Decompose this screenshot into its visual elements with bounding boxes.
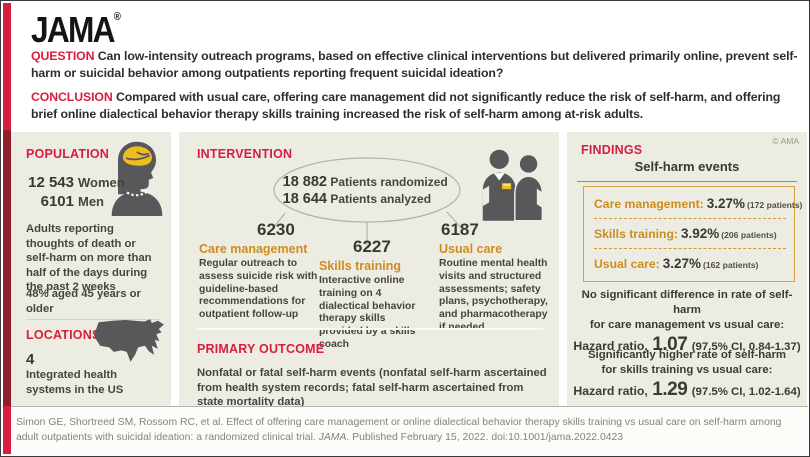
population-description: Adults reporting thoughts of death or se… bbox=[26, 223, 152, 293]
jama-logo: JAMA® bbox=[31, 9, 121, 50]
question-label: QUESTION bbox=[31, 49, 95, 63]
locations-heading: LOCATIONS bbox=[26, 328, 101, 342]
ama-copyright: © AMA bbox=[772, 136, 799, 146]
randomized-row: 18 882 Patients randomized bbox=[275, 174, 465, 191]
randomization-diagram: 18 882 Patients randomized 18 644 Patien… bbox=[179, 148, 559, 268]
two-people-icon bbox=[482, 149, 544, 221]
population-age-note: 48% aged 45 years or older bbox=[26, 288, 141, 315]
intervention-heading: INTERVENTION bbox=[197, 147, 293, 161]
hazard-ratio-ci: (97.5% CI, 0.84-1.37) bbox=[691, 341, 801, 353]
arm-label: Care management bbox=[199, 242, 308, 256]
hazard-ratio-line: Hazard ratio, 1.07 (97.5% CI, 0.84-1.37) bbox=[569, 334, 805, 356]
left-panel-divider bbox=[26, 319, 159, 320]
conclusion-paragraph: CONCLUSION Compared with usual care, off… bbox=[31, 89, 809, 122]
hazard-ratio-label: Hazard ratio, bbox=[573, 339, 648, 353]
locations-count: 4 bbox=[26, 351, 35, 368]
locations-description: Integrated health systems in the US bbox=[26, 369, 124, 396]
men-label: Men bbox=[78, 194, 104, 209]
left-accent-bar-top bbox=[3, 3, 11, 130]
randomized-label: Patients randomized bbox=[330, 175, 448, 189]
analyzed-count: 18 644 bbox=[282, 191, 327, 207]
arm-count: 6227 bbox=[353, 237, 391, 256]
finding-value: 3.92% bbox=[680, 226, 720, 241]
citation-footer: Simon GE, Shortreed SM, Rossom RC, et al… bbox=[2, 406, 808, 455]
finding-row-care-management: Care management: 3.27% (172 patients) bbox=[594, 189, 802, 218]
men-count-row: 6101 Men bbox=[26, 192, 125, 211]
left-accent-bar-middle bbox=[3, 130, 11, 406]
population-heading: POPULATION bbox=[26, 147, 110, 161]
head-with-brain-icon bbox=[111, 141, 163, 216]
journal-name: JAMA bbox=[318, 431, 347, 443]
randomized-count: 18 882 bbox=[282, 174, 327, 190]
hazard-ratio-ci: (97.5% CI, 1.02-1.64) bbox=[691, 386, 801, 398]
result-text-line1: No significant difference in rate of sel… bbox=[581, 289, 793, 316]
middle-panel-divider bbox=[197, 328, 543, 330]
result-text-line2: for skills training vs usual care: bbox=[601, 364, 773, 376]
population-panel: POPULATION 12 543 Women 6101 Men Adults re… bbox=[11, 132, 171, 406]
finding-n: (162 patients) bbox=[703, 260, 759, 270]
arm-label: Usual care bbox=[439, 242, 503, 256]
intervention-panel: INTERVENTION 18 882 Patients randomized … bbox=[179, 132, 559, 408]
population-counts: 12 543 Women 6101 Men bbox=[26, 173, 125, 211]
finding-label: Care management: bbox=[594, 197, 704, 211]
hazard-ratio-value: 1.29 bbox=[652, 379, 688, 400]
arm-label: Skills training bbox=[319, 259, 401, 273]
finding-value: 3.27% bbox=[706, 196, 746, 211]
registered-mark: ® bbox=[113, 11, 121, 23]
left-accent-bar-bottom bbox=[3, 406, 11, 454]
randomization-counts: 18 882 Patients randomized 18 644 Patien… bbox=[275, 174, 465, 208]
question-text: Can low-intensity outreach programs, bas… bbox=[31, 49, 798, 80]
finding-label: Skills training: bbox=[594, 227, 678, 241]
analyzed-label: Patients analyzed bbox=[330, 192, 432, 206]
result-care-management: No significant difference in rate of sel… bbox=[569, 288, 805, 356]
primary-outcome-heading: PRIMARY OUTCOME bbox=[197, 342, 325, 356]
findings-heading: FINDINGS bbox=[581, 143, 643, 157]
finding-value: 3.27% bbox=[662, 256, 701, 271]
citation-after: . Published February 15, 2022. doi:10.10… bbox=[346, 431, 624, 443]
analyzed-row: 18 644 Patients analyzed bbox=[275, 191, 465, 208]
women-count: 12 543 bbox=[28, 174, 74, 191]
hazard-ratio-line: Hazard ratio, 1.29 (97.5% CI, 1.02-1.64) bbox=[569, 379, 805, 401]
arm-description: Interactive online training on 4 dialect… bbox=[319, 275, 416, 350]
finding-row-usual-care: Usual care: 3.27% (162 patients) bbox=[594, 248, 786, 278]
result-text-line2: for care management vs usual care: bbox=[589, 319, 785, 331]
arm-count: 6187 bbox=[441, 220, 479, 239]
women-label: Women bbox=[78, 175, 125, 190]
primary-outcome-description: Nonfatal or fatal self-harm events (nonf… bbox=[197, 367, 547, 408]
citation-before: Simon GE, Shortreed SM, Rossom RC, et al… bbox=[16, 417, 782, 443]
men-count: 6101 bbox=[40, 193, 74, 210]
conclusion-label: CONCLUSION bbox=[31, 90, 113, 104]
finding-label: Usual care: bbox=[594, 257, 660, 271]
arm-skills-training: 6227 Skills training Interactive online … bbox=[319, 237, 429, 352]
arm-usual-care: 6187 Usual care Routine mental health vi… bbox=[439, 220, 555, 335]
findings-panel: © AMA FINDINGS Self-harm events Care man… bbox=[567, 132, 807, 406]
conclusion-text: Compared with usual care, offering care … bbox=[31, 90, 781, 121]
self-harm-events-box: Care management: 3.27% (172 patients) Skil… bbox=[583, 186, 802, 282]
arm-care-management: 6230 Care management Regular outreach to… bbox=[199, 220, 321, 322]
result-skills-training: Significantly higher rate of self-harm f… bbox=[569, 348, 805, 401]
arm-description: Routine mental health visits and structu… bbox=[439, 258, 548, 333]
question-paragraph: QUESTION Can low-intensity outreach prog… bbox=[31, 48, 809, 81]
us-map-icon bbox=[94, 319, 164, 362]
finding-n: (206 patients) bbox=[721, 230, 777, 240]
citation-text: Simon GE, Shortreed SM, Rossom RC, et al… bbox=[16, 416, 800, 445]
arm-description: Regular outreach to assess suicide risk … bbox=[199, 258, 318, 321]
hazard-ratio-label: Hazard ratio, bbox=[573, 384, 648, 398]
hazard-ratio-value: 1.07 bbox=[652, 334, 688, 355]
finding-row-skills-training: Skills training: 3.92% (206 patients) bbox=[594, 218, 786, 248]
randomization-ellipse bbox=[270, 157, 464, 246]
result-text-line1: Significantly higher rate of self-harm bbox=[587, 349, 787, 361]
women-count-row: 12 543 Women bbox=[26, 173, 125, 192]
arm-count: 6230 bbox=[257, 220, 295, 239]
finding-n: (172 patients) bbox=[747, 200, 803, 210]
findings-subtitle: Self-harm events bbox=[577, 159, 797, 182]
